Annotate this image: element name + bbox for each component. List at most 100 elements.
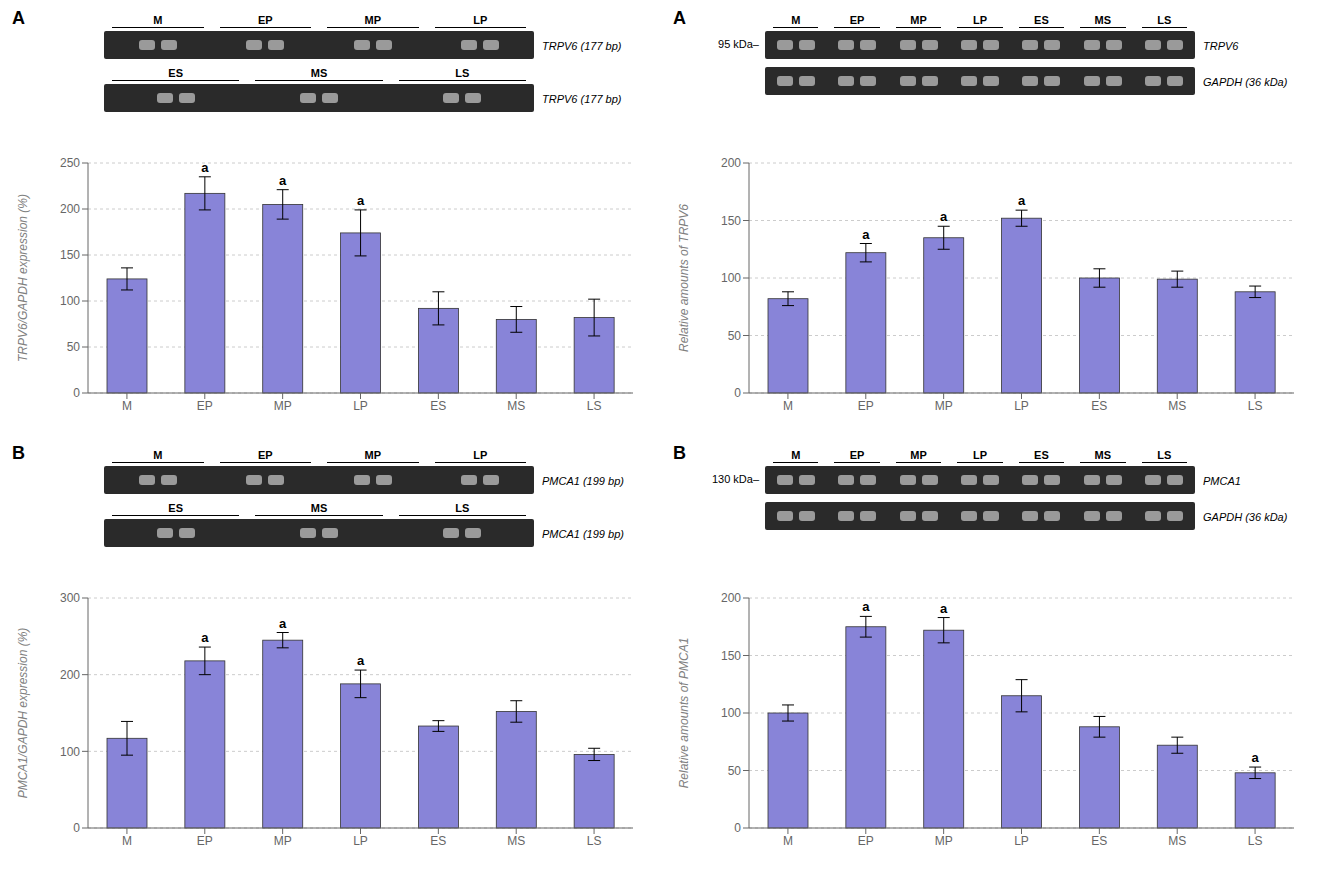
svg-text:200: 200 — [721, 156, 741, 170]
svg-text:50: 50 — [728, 764, 742, 778]
svg-text:a: a — [940, 209, 948, 224]
svg-text:50: 50 — [67, 340, 81, 354]
svg-text:a: a — [279, 173, 287, 188]
svg-text:EP: EP — [197, 834, 213, 848]
svg-text:LS: LS — [587, 399, 602, 413]
svg-text:ES: ES — [430, 834, 446, 848]
html-text:ES: ES — [168, 502, 183, 514]
svg-text:EP: EP — [858, 399, 874, 413]
svg-text:250: 250 — [60, 156, 80, 170]
svg-text:MS: MS — [1168, 399, 1186, 413]
html-text:95 kDa–: 95 kDa– — [718, 38, 759, 50]
svg-text:MS: MS — [507, 834, 525, 848]
html-text:EP: EP — [849, 449, 865, 461]
svg-text:100: 100 — [721, 271, 741, 285]
svg-text:MP: MP — [274, 399, 292, 413]
html-text:EP: EP — [849, 14, 865, 26]
html-text:MS: MS — [1094, 14, 1112, 26]
svg-text:a: a — [357, 653, 365, 668]
svg-text:a: a — [1252, 750, 1260, 765]
svg-text:Relative amounts of TRPV6: Relative amounts of TRPV6 — [677, 204, 691, 352]
html-text:PMCA1 (199 bp): PMCA1 (199 bp) — [542, 475, 624, 487]
html-text:B: B — [673, 443, 686, 463]
svg-text:LP: LP — [353, 834, 368, 848]
svg-text:a: a — [862, 599, 870, 614]
html-text:MP: MP — [364, 14, 381, 26]
svg-text:LS: LS — [587, 834, 602, 848]
svg-text:a: a — [862, 227, 870, 242]
html-text:MS: MS — [1094, 449, 1112, 461]
html-text:MP: MP — [910, 14, 927, 26]
html-text:LP: LP — [473, 449, 488, 461]
svg-text:150: 150 — [60, 248, 80, 262]
svg-text:LS: LS — [1248, 834, 1263, 848]
svg-text:M: M — [122, 834, 132, 848]
svg-text:0: 0 — [734, 386, 741, 400]
svg-text:200: 200 — [721, 591, 741, 605]
svg-text:0: 0 — [734, 821, 741, 835]
svg-text:50: 50 — [728, 329, 742, 343]
svg-text:200: 200 — [60, 668, 80, 682]
html-text:MP: MP — [364, 449, 381, 461]
svg-text:300: 300 — [60, 591, 80, 605]
svg-text:a: a — [357, 193, 365, 208]
svg-text:LP: LP — [353, 399, 368, 413]
svg-text:MP: MP — [935, 834, 953, 848]
svg-text:a: a — [201, 160, 209, 175]
html-text:EP: EP — [257, 449, 273, 461]
svg-text:150: 150 — [721, 649, 741, 663]
svg-text:a: a — [279, 616, 287, 631]
svg-text:a: a — [1018, 193, 1026, 208]
svg-text:ES: ES — [1091, 399, 1107, 413]
svg-text:LS: LS — [1248, 399, 1263, 413]
svg-text:LP: LP — [1014, 834, 1029, 848]
svg-text:a: a — [940, 601, 948, 616]
svg-text:MP: MP — [274, 834, 292, 848]
svg-text:EP: EP — [858, 834, 874, 848]
svg-text:a: a — [201, 630, 209, 645]
html-text:EP: EP — [257, 14, 273, 26]
svg-text:100: 100 — [60, 294, 80, 308]
svg-text:200: 200 — [60, 202, 80, 216]
html-text:130 kDa–: 130 kDa– — [711, 473, 759, 485]
html-text:TRPV6: TRPV6 — [1203, 40, 1239, 52]
svg-text:0: 0 — [73, 821, 80, 835]
html-text:A: A — [12, 8, 25, 28]
html-text:MP: MP — [910, 449, 927, 461]
html-text:ES: ES — [168, 67, 183, 79]
html-text:ES: ES — [1034, 14, 1049, 26]
html-text:A: A — [673, 8, 686, 28]
html-text:LS: LS — [1157, 14, 1172, 26]
html-text:LP: LP — [473, 14, 488, 26]
html-text:GAPDH (36 kDa): GAPDH (36 kDa) — [1203, 76, 1288, 88]
svg-text:LP: LP — [1014, 399, 1029, 413]
html-text:LS: LS — [455, 67, 470, 79]
html-text:TRPV6 (177 bp): TRPV6 (177 bp) — [542, 93, 622, 105]
svg-text:TRPV6/GAPDH expression (%): TRPV6/GAPDH expression (%) — [16, 194, 30, 362]
html-text:MS: MS — [310, 502, 328, 514]
svg-text:100: 100 — [60, 745, 80, 759]
svg-text:M: M — [122, 399, 132, 413]
html-text:ES: ES — [1034, 449, 1049, 461]
svg-text:ES: ES — [430, 399, 446, 413]
svg-text:MS: MS — [1168, 834, 1186, 848]
svg-text:100: 100 — [721, 706, 741, 720]
html-text:LP: LP — [972, 449, 987, 461]
html-text:PMCA1 (199 bp): PMCA1 (199 bp) — [542, 528, 624, 540]
svg-text:Relative amounts of PMCA1: Relative amounts of PMCA1 — [677, 638, 691, 789]
svg-text:MS: MS — [507, 399, 525, 413]
svg-text:ES: ES — [1091, 834, 1107, 848]
html-text:LS: LS — [1157, 449, 1172, 461]
svg-text:0: 0 — [73, 386, 80, 400]
html-text:LP: LP — [972, 14, 987, 26]
svg-text:M: M — [783, 834, 793, 848]
svg-text:MP: MP — [935, 399, 953, 413]
html-text:B: B — [12, 443, 25, 463]
svg-text:150: 150 — [721, 214, 741, 228]
svg-text:EP: EP — [197, 399, 213, 413]
svg-text:M: M — [783, 399, 793, 413]
html-text:TRPV6 (177 bp): TRPV6 (177 bp) — [542, 40, 622, 52]
html-text:LS: LS — [455, 502, 470, 514]
html-text:MS: MS — [310, 67, 328, 79]
svg-text:PMCA1/GAPDH expression (%): PMCA1/GAPDH expression (%) — [16, 628, 30, 799]
